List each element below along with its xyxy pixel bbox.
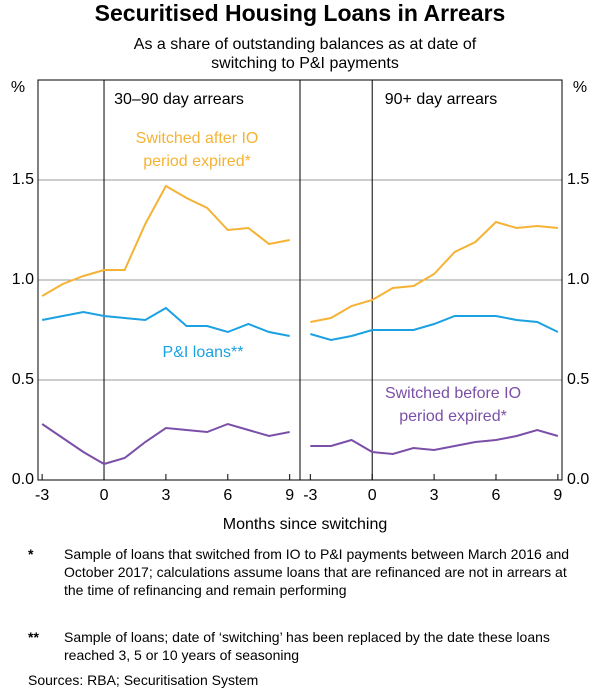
note-text: Sample of loans that switched from IO to… xyxy=(64,546,570,598)
y-tick-label: 0.0 xyxy=(12,471,34,488)
series-label: Switched before IO period expired* xyxy=(384,385,522,425)
y-tick-label: 0.0 xyxy=(567,471,589,488)
y-axis-unit: % xyxy=(573,79,587,96)
y-tick-label: 1.0 xyxy=(12,271,34,288)
x-tick-label: 9 xyxy=(553,487,562,504)
series-label: P&I loans** xyxy=(162,344,244,361)
x-tick-label: 0 xyxy=(100,487,109,504)
x-tick-label: 0 xyxy=(368,487,377,504)
x-tick-label: 6 xyxy=(223,487,232,504)
y-tick-label: 1.5 xyxy=(12,171,34,188)
series-line xyxy=(41,422,290,466)
series-line xyxy=(41,184,290,297)
x-axis-label: Months since switching xyxy=(223,516,388,533)
note: * Sample of loans that switched from IO t… xyxy=(28,545,588,599)
panel-title: 30–90 day arrears xyxy=(114,91,244,108)
x-tick-label: 3 xyxy=(161,487,170,504)
series-label: Switched after IO period expired* xyxy=(135,130,259,170)
series-line xyxy=(310,428,559,456)
x-tick-label: -3 xyxy=(35,487,49,504)
note-text: Sample of loans; date of ‘switching’ has… xyxy=(64,629,550,663)
note: ** Sample of loans; date of ‘switching’ h… xyxy=(28,628,588,664)
series-line xyxy=(310,315,559,342)
y-axis-unit: % xyxy=(11,79,25,96)
series-line xyxy=(310,220,558,323)
source: Sources: RBA; Securitisation System xyxy=(28,672,259,688)
y-tick-label: 1.5 xyxy=(567,171,589,188)
subtitle: As a share of outstanding balances as at… xyxy=(133,36,477,72)
y-tick-label: 0.5 xyxy=(567,371,589,388)
y-tick-label: 0.5 xyxy=(12,371,34,388)
x-tick-label: -3 xyxy=(303,487,317,504)
panel-title: 90+ day arrears xyxy=(385,91,498,108)
note-marker: ** xyxy=(28,629,39,645)
y-tick-label: 1.0 xyxy=(567,271,589,288)
series-line xyxy=(41,306,290,337)
x-tick-label: 9 xyxy=(285,487,294,504)
x-tick-label: 3 xyxy=(430,487,439,504)
x-tick-label: 6 xyxy=(492,487,501,504)
note-marker: * xyxy=(28,546,34,562)
title: Securitised Housing Loans in Arrears xyxy=(94,0,506,26)
